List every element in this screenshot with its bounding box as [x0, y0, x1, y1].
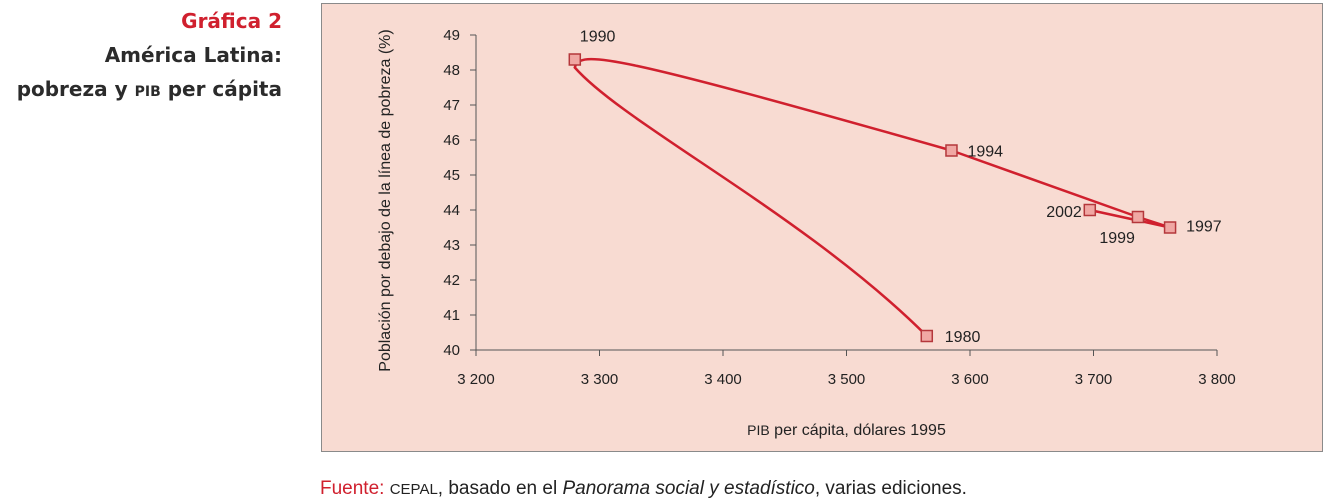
figure-title: América Latina:: [104, 43, 282, 67]
x-tick-label: 3 600: [951, 371, 989, 388]
x-axis-label-rest: per cápita, dólares 1995: [770, 422, 946, 439]
point-label-1990: 1990: [580, 29, 616, 46]
subtitle-pib: PIB: [134, 84, 161, 100]
x-axis-label: PIB per cápita, dólares 1995: [747, 422, 946, 439]
source-text-post: , varias ediciones.: [814, 478, 967, 499]
source-text-pre: , basado en el: [437, 478, 563, 499]
x-tick-label: 3 200: [457, 371, 495, 388]
y-tick-label: 43: [443, 237, 460, 254]
x-tick-label: 3 300: [581, 371, 619, 388]
y-tick-label: 42: [443, 272, 460, 289]
point-label-1999: 1999: [1099, 230, 1135, 247]
x-tick-label: 3 700: [1075, 371, 1113, 388]
source-org: CEPAL: [389, 481, 438, 498]
marker-1994: [945, 144, 958, 157]
marker-layer: [568, 53, 1177, 343]
figure-number: Gráfica 2: [181, 9, 282, 33]
figure-subtitle: pobreza y PIB per cápita: [17, 72, 282, 109]
axes: 40 41 42 43 44 45 46 47 48 49 3 200 3 300 3 400 3 500…: [443, 27, 1235, 388]
y-tick-label: 41: [443, 307, 460, 324]
point-label-2002: 2002: [1046, 204, 1082, 221]
x-tick-label: 3 800: [1198, 371, 1236, 388]
y-tick-label: 48: [443, 62, 460, 79]
y-tick-label: 46: [443, 132, 460, 149]
line-layer: [573, 57, 1171, 337]
y-tick-label: 45: [443, 167, 460, 184]
point-label-1997: 1997: [1186, 219, 1222, 236]
y-tick-label: 44: [443, 202, 460, 219]
point-label-1980: 1980: [945, 329, 981, 346]
subtitle-post: per cápita: [167, 77, 282, 101]
series-line-1997-2002: [1089, 208, 1171, 229]
source-label: Fuente:: [320, 478, 385, 499]
source-note: Fuente: CEPAL, basado en el Panorama soc…: [320, 478, 967, 500]
y-tick-label: 47: [443, 97, 460, 114]
chart-panel: 40 41 42 43 44 45 46 47 48 49 3 200 3 300 3 400 3 500…: [321, 3, 1323, 452]
series-line-1980-1994: [573, 57, 952, 337]
subtitle-pre: pobreza y: [16, 77, 128, 101]
y-tick-label: 40: [443, 342, 460, 359]
y-axis-label: Población por debajo de la línea de pobr…: [377, 29, 394, 371]
source-title: Panorama social y estadístico: [562, 478, 815, 499]
title-block: Gráfica 2 América Latina: pobreza y PIB …: [17, 4, 282, 109]
y-tick-label: 49: [443, 27, 460, 44]
marker-1980: [920, 329, 934, 343]
marker-1999: [1131, 210, 1145, 224]
chart-svg: 40 41 42 43 44 45 46 47 48 49 3 200 3 300 3 400 3 500…: [377, 27, 1236, 439]
label-layer: 1980 1990 1994 1997 1999 2002: [580, 29, 1222, 347]
marker-2002: [1083, 203, 1097, 217]
x-axis-label-pib: PIB: [747, 422, 770, 438]
point-label-1994: 1994: [967, 144, 1003, 161]
marker-1997: [1163, 221, 1177, 234]
x-tick-label: 3 500: [828, 371, 866, 388]
marker-1990: [568, 53, 582, 66]
x-tick-label: 3 400: [704, 371, 742, 388]
